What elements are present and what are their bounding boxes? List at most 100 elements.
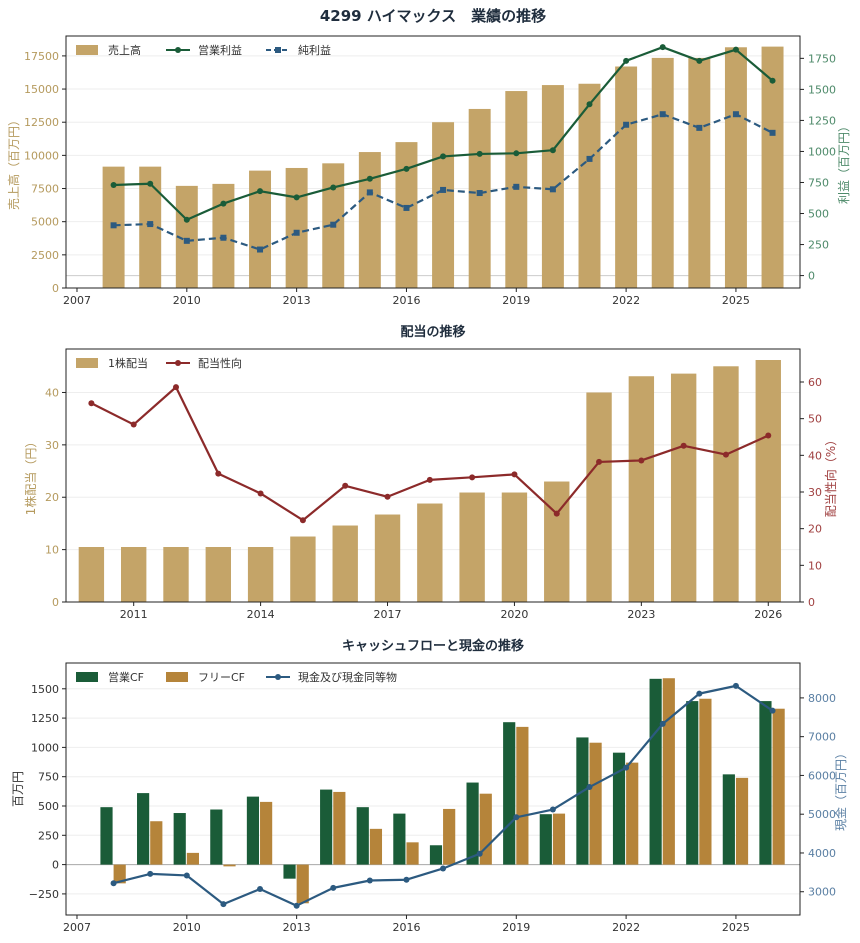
bar-売上高-2022 xyxy=(615,66,638,288)
y2-tick-label: 1500 xyxy=(808,83,836,96)
y2-tick-label: 60 xyxy=(808,376,822,389)
point-営業利益-2012 xyxy=(257,188,264,195)
point-配当性向-2010 xyxy=(88,400,95,407)
point-現金及び現金同等物-2026 xyxy=(769,707,776,714)
bar-売上高-2017 xyxy=(432,122,455,288)
line-配当性向 xyxy=(90,386,769,522)
bar-フリーCF-2017 xyxy=(443,808,456,865)
panel-business-results: 4299 ハイマックス 業績の推移 2007 2010 2013 2016 2019 202… xyxy=(6,7,851,307)
y-tick-label: 250 xyxy=(38,829,59,842)
bar-売上高-2009 xyxy=(139,166,162,288)
legend-marker-配当性向 xyxy=(175,360,181,366)
point-営業利益-2009 xyxy=(147,180,154,187)
bar-売上高-2026 xyxy=(761,46,784,288)
bar-フリーCF-2011 xyxy=(223,864,236,867)
y2-axis-label: 利益（百万円） xyxy=(837,120,851,204)
x-tick-label: 2026 xyxy=(754,608,782,621)
bar-営業CF-2009 xyxy=(137,793,150,865)
bar-営業CF-2019 xyxy=(503,722,516,865)
y2-tick-label: 5000 xyxy=(808,808,836,821)
y-axis-label: 1株配当（円） xyxy=(23,436,38,516)
bar-1株配当-2011 xyxy=(120,547,147,602)
panel-cashflow: キャッシュフローと現金の推移 2007 2010 2013 2016 2019 2022 20… xyxy=(11,638,848,934)
bar-フリーCF-2009 xyxy=(150,821,163,865)
point-現金及び現金同等物-2022 xyxy=(623,764,630,771)
point-現金及び現金同等物-2009 xyxy=(147,870,154,877)
bar-営業CF-2024 xyxy=(686,701,699,865)
point-純利益-2009 xyxy=(147,221,154,228)
point-配当性向-2017 xyxy=(384,493,391,500)
bar-営業CF-2020 xyxy=(539,814,552,865)
point-現金及び現金同等物-2010 xyxy=(183,872,190,879)
bar-営業CF-2025 xyxy=(722,774,735,865)
bar-営業CF-2013 xyxy=(283,864,296,879)
bar-営業CF-2023 xyxy=(649,678,662,865)
bar-売上高-2012 xyxy=(249,170,272,288)
bar-営業CF-2014 xyxy=(320,789,333,865)
y2-tick-label: 8000 xyxy=(808,692,836,705)
legend-marker-現金及び現金同等物 xyxy=(275,674,281,680)
bar-フリーCF-2021 xyxy=(589,742,602,865)
y-axis-label: 売上高（百万円） xyxy=(6,114,21,210)
bar-フリーCF-2013 xyxy=(296,864,309,904)
y-tick-label: 20 xyxy=(45,491,59,504)
bar-1株配当-2026 xyxy=(755,360,781,602)
point-配当性向-2016 xyxy=(342,482,349,489)
chart-title: 4299 ハイマックス 業績の推移 xyxy=(320,7,546,25)
legend-swatch-営業CF xyxy=(76,672,98,682)
y-tick-label: 15000 xyxy=(24,83,59,96)
point-営業利益-2026 xyxy=(769,77,776,84)
point-営業利益-2020 xyxy=(549,147,556,154)
bar-1株配当-2020 xyxy=(501,492,528,602)
y-axis-label: 百万円 xyxy=(11,771,25,807)
chart-title: 配当の推移 xyxy=(400,324,465,340)
y2-tick-label: 750 xyxy=(808,176,829,189)
bar-フリーCF-2008 xyxy=(113,864,126,884)
point-配当性向-2026 xyxy=(765,432,772,439)
point-純利益-2025 xyxy=(732,111,739,118)
legend-marker-純利益 xyxy=(275,47,281,53)
bar-1株配当-2024 xyxy=(670,373,697,602)
y-tick-label: 750 xyxy=(38,771,59,784)
x-tick-label: 2010 xyxy=(173,921,201,934)
y-tick-label: 500 xyxy=(38,800,59,813)
y2-tick-label: 50 xyxy=(808,413,822,426)
plot-frame xyxy=(65,662,801,916)
bar-営業CF-2008 xyxy=(100,807,113,865)
point-純利益-2022 xyxy=(623,121,630,128)
x-tick-label: 2011 xyxy=(120,608,148,621)
point-営業利益-2015 xyxy=(366,175,373,182)
legend-label-1株配当: 1株配当 xyxy=(108,356,148,370)
point-営業利益-2021 xyxy=(586,101,593,108)
bar-1株配当-2023 xyxy=(628,376,655,602)
point-配当性向-2022 xyxy=(596,458,603,465)
y-tick-label: 0 xyxy=(52,596,59,609)
bar-売上高-2015 xyxy=(358,152,381,288)
point-純利益-2024 xyxy=(696,124,703,131)
point-純利益-2023 xyxy=(659,111,666,118)
y-tick-label: 40 xyxy=(45,386,59,399)
plot-frame xyxy=(65,35,801,289)
point-営業利益-2016 xyxy=(403,165,410,172)
point-営業利益-2025 xyxy=(732,46,739,53)
point-配当性向-2023 xyxy=(638,457,645,464)
x-tick-label: 2007 xyxy=(63,294,91,307)
y2-tick-label: 20 xyxy=(808,523,822,536)
plot-frame xyxy=(65,348,801,603)
y-tick-label: 7500 xyxy=(31,183,59,196)
point-純利益-2017 xyxy=(440,186,447,193)
bar-営業CF-2011 xyxy=(210,809,223,865)
x-tick-label: 2016 xyxy=(392,921,420,934)
bar-1株配当-2017 xyxy=(374,514,401,602)
point-純利益-2016 xyxy=(403,204,410,211)
point-現金及び現金同等物-2016 xyxy=(403,876,410,883)
bar-営業CF-2026 xyxy=(759,701,772,865)
bar-売上高-2021 xyxy=(578,83,601,288)
point-現金及び現金同等物-2014 xyxy=(330,884,337,891)
y2-axis-label: 配当性向（%） xyxy=(823,434,838,517)
point-純利益-2015 xyxy=(366,189,373,196)
y-tick-label: 30 xyxy=(45,439,59,452)
point-営業利益-2019 xyxy=(513,150,520,157)
point-営業利益-2022 xyxy=(623,57,630,64)
x-tick-label: 2022 xyxy=(612,921,640,934)
